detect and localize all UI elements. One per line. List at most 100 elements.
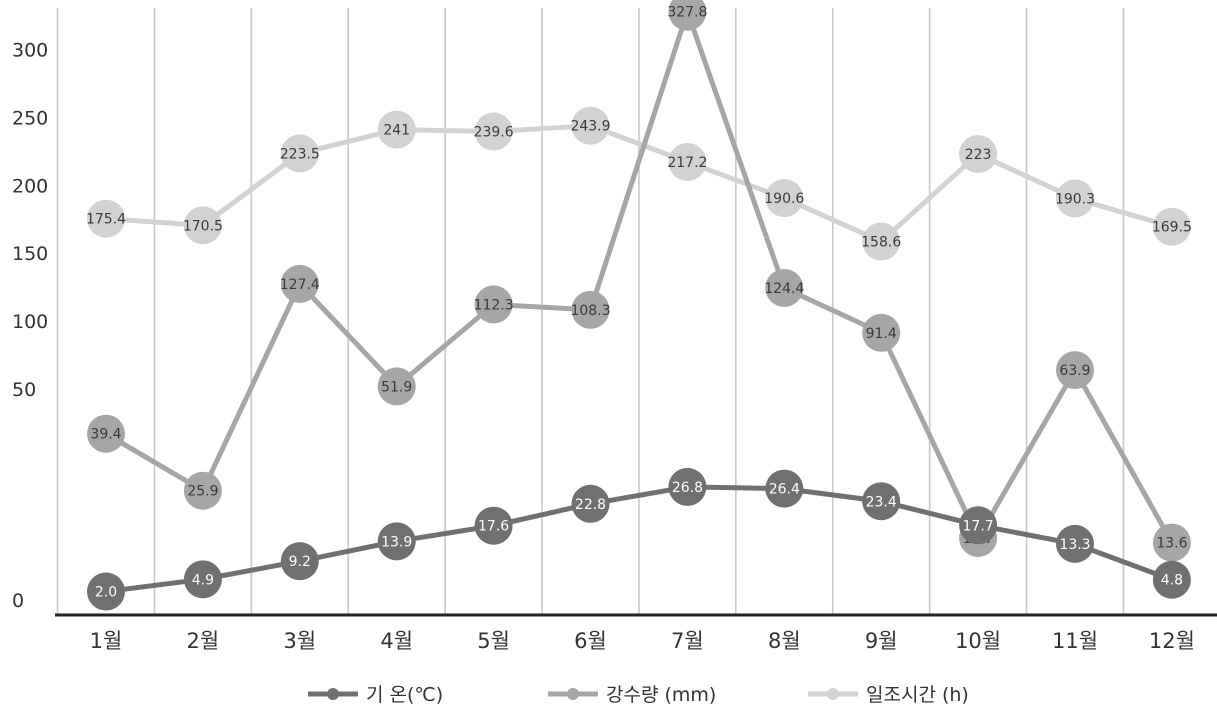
data-point (87, 414, 125, 453)
data-point (377, 367, 416, 406)
data-label: 13.6 (1156, 536, 1187, 552)
data-point (474, 506, 513, 545)
data-point (377, 110, 416, 149)
data-point (862, 482, 901, 521)
legend-item: 기 온(℃) (308, 684, 443, 706)
data-point (668, 0, 707, 31)
data-label: 175.4 (86, 212, 126, 228)
x-tick-label: 8월 (768, 629, 801, 653)
data-label: 170.5 (183, 218, 223, 234)
data-label: 190.3 (1055, 191, 1095, 207)
legend-item: 일조시간 (h) (808, 684, 969, 706)
data-point (862, 222, 901, 261)
legend-label: 일조시간 (h) (866, 684, 969, 706)
data-point (280, 264, 319, 303)
data-point (862, 313, 901, 352)
x-tick-label: 12월 (1149, 629, 1195, 653)
data-point (571, 106, 610, 145)
data-label: 127.4 (280, 277, 320, 293)
data-point (1056, 524, 1094, 563)
legend: 기 온(℃) 강수량 (mm) 일조시간 (h) (308, 684, 969, 706)
y-tick-label: 150 (12, 243, 48, 265)
data-point (765, 268, 804, 307)
data-point (571, 290, 610, 329)
y-tick-label: 50 (12, 379, 36, 401)
data-label: 63.9 (1059, 363, 1090, 379)
series-0: 2.0 4.9 9.2 13.9 17.6 22.8 26.8 26.4 23.4 17.7 13.… (87, 467, 1191, 611)
data-point (377, 522, 416, 561)
data-label: 190.6 (764, 191, 804, 207)
data-point (959, 506, 998, 545)
x-tick-label: 3월 (283, 629, 316, 653)
data-point (183, 560, 222, 599)
data-point (1056, 179, 1094, 218)
legend-swatch-marker (567, 688, 579, 700)
data-label: 108.3 (570, 303, 610, 319)
data-point (474, 285, 513, 324)
data-label: 223.5 (280, 146, 320, 162)
data-point (183, 206, 222, 245)
data-label: 124.4 (764, 281, 804, 297)
x-tick-label: 2월 (187, 629, 220, 653)
x-tick-label: 11월 (1052, 629, 1098, 653)
data-label: 26.4 (769, 482, 800, 498)
data-point (87, 572, 125, 611)
data-point (280, 542, 319, 581)
series-line (104, 9, 1175, 544)
x-tick-label: 7월 (671, 629, 704, 653)
x-tick-label: 10월 (955, 629, 1001, 653)
y-tick-label: 200 (12, 175, 48, 197)
data-label: 327.8 (667, 5, 707, 21)
x-tick-label: 9월 (865, 629, 898, 653)
data-point (87, 199, 125, 238)
x-axis: 1월 2월 3월 4월 5월 6월 7월 8월 9월 10월 11월 12월 (55, 613, 1217, 653)
data-point (668, 467, 707, 506)
data-label: 25.9 (187, 484, 218, 500)
legend-swatch-marker (827, 688, 839, 700)
data-label: 241 (383, 123, 410, 139)
series-layer: 175.4 170.5 223.5 241 239.6 243.9 217.2 190.6 15… (86, 0, 1192, 611)
legend-item: 강수량 (mm) (548, 684, 716, 706)
data-label: 13.9 (381, 534, 412, 550)
data-point (765, 179, 804, 218)
data-label: 51.9 (381, 379, 412, 395)
y-tick-label: 250 (12, 107, 48, 129)
data-point (571, 484, 610, 523)
data-point (280, 134, 319, 173)
data-label: 4.8 (1161, 573, 1183, 589)
data-label: 169.5 (1152, 220, 1192, 236)
data-label: 4.9 (192, 572, 214, 588)
data-label: 223 (965, 147, 992, 163)
x-tick-label: 4월 (380, 629, 413, 653)
data-point (1152, 207, 1191, 246)
data-label: 26.8 (672, 480, 703, 496)
legend-label: 강수량 (mm) (606, 684, 716, 706)
x-tick-label: 6월 (574, 629, 607, 653)
data-label: 217.2 (667, 155, 707, 171)
y-tick-label: 300 (12, 40, 48, 62)
legend-label: 기 온(℃) (366, 684, 443, 706)
y-tick-label: 100 (12, 311, 48, 333)
data-point (183, 471, 222, 510)
data-label: 13.3 (1059, 537, 1090, 553)
data-label: 17.6 (478, 519, 509, 535)
data-point (474, 112, 513, 151)
data-point (668, 142, 707, 181)
data-label: 243.9 (570, 119, 610, 135)
data-label: 91.4 (866, 326, 897, 342)
data-label: 239.6 (474, 125, 514, 141)
data-label: 112.3 (474, 297, 514, 313)
y-tick-label: 0 (12, 590, 24, 612)
series-2: 175.4 170.5 223.5 241 239.6 243.9 217.2 190.6 15… (86, 106, 1192, 261)
y-axis: 0 50 100 150 200 250 300 (12, 40, 48, 613)
x-tick-label: 1월 (90, 629, 123, 653)
data-point (765, 469, 804, 508)
data-point (1056, 351, 1094, 390)
data-label: 17.7 (963, 518, 994, 534)
vertical-gridlines (56, 8, 1125, 615)
legend-swatch-marker (327, 688, 339, 700)
data-point (1152, 560, 1191, 599)
data-label: 23.4 (866, 494, 897, 510)
data-point (959, 135, 998, 174)
